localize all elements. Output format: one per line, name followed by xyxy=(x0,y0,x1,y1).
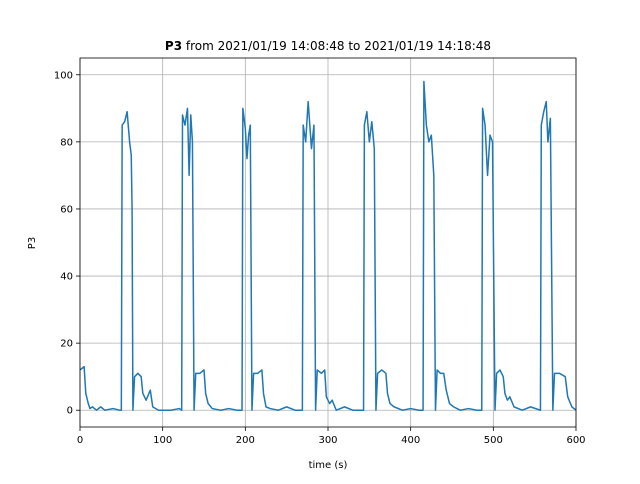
x-tick-label: 500 xyxy=(484,435,503,446)
y-tick-label: 20 xyxy=(60,339,73,350)
y-tick-label: 80 xyxy=(60,137,73,148)
x-tick-label: 100 xyxy=(153,435,172,446)
y-axis-label: P3 xyxy=(27,237,38,249)
x-tick-label: 400 xyxy=(401,435,420,446)
x-tick-label: 600 xyxy=(566,435,585,446)
y-tick-label: 100 xyxy=(54,70,73,81)
x-tick-label: 300 xyxy=(318,435,337,446)
title-text: from 2021/01/19 14:08:48 to 2021/01/19 1… xyxy=(186,39,491,53)
y-tick-label: 0 xyxy=(67,406,73,417)
y-tick-label: 60 xyxy=(60,204,73,215)
x-tick-label: 200 xyxy=(236,435,255,446)
chart-title: P3 from 2021/01/19 14:08:48 to 2021/01/1… xyxy=(165,39,491,53)
y-tick-label: 40 xyxy=(60,272,73,283)
x-tick-label: 0 xyxy=(77,435,83,446)
x-axis-label: time (s) xyxy=(309,460,348,471)
title-name: P3 xyxy=(165,39,182,53)
data-line xyxy=(79,80,577,411)
plot-frame xyxy=(79,57,577,428)
